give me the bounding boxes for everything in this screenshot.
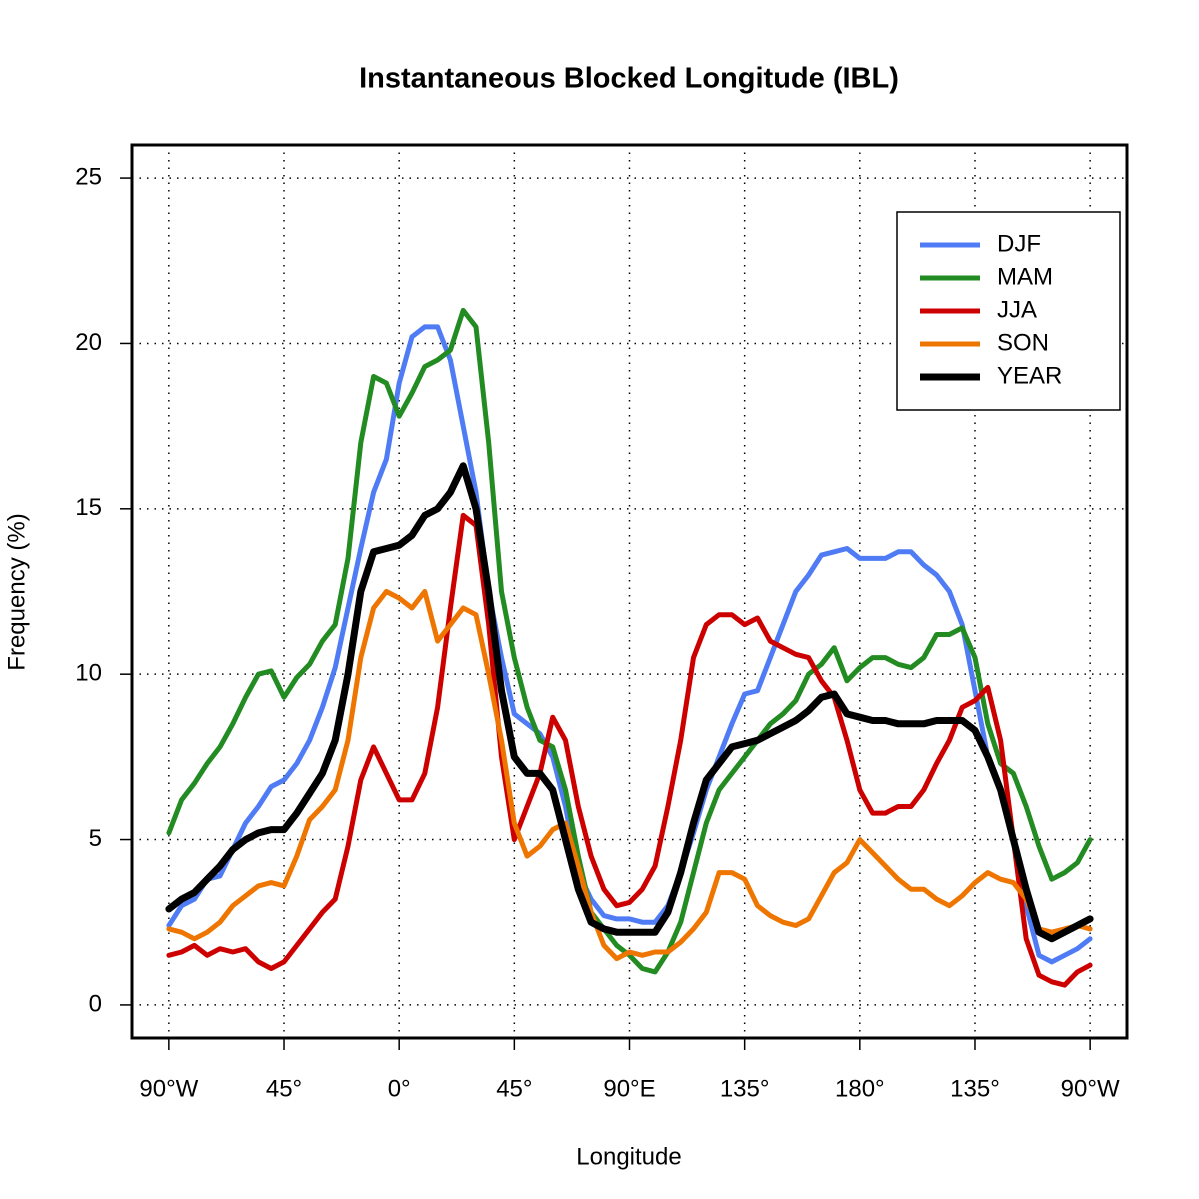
- chart-title: Instantaneous Blocked Longitude (IBL): [359, 63, 899, 95]
- y-axis-label: Frequency (%): [3, 513, 30, 670]
- legend-label: JJA: [997, 296, 1037, 323]
- series-line: [166, 512, 1093, 988]
- series-line: [166, 324, 1093, 965]
- y-tick-label: 25: [75, 163, 102, 190]
- x-tick-label: 0°: [388, 1075, 411, 1102]
- x-tick-label: 90°E: [603, 1075, 655, 1102]
- x-tick-label: 135°: [720, 1075, 770, 1102]
- y-tick-label: 5: [89, 825, 102, 852]
- y-tick-label: 20: [75, 329, 102, 356]
- x-tick-label: 45°: [266, 1075, 302, 1102]
- x-tick-label: 90°W: [1061, 1075, 1120, 1102]
- plot-frame: [130, 143, 1129, 1040]
- x-tick-label: 45°: [496, 1075, 532, 1102]
- x-tick-label: 90°W: [139, 1075, 198, 1102]
- series-line: [166, 589, 1093, 962]
- y-tick-label: 10: [75, 660, 102, 687]
- legend-label: SON: [997, 329, 1049, 356]
- legend-label: MAM: [997, 263, 1053, 290]
- legend-label: YEAR: [997, 362, 1062, 389]
- legend-label: DJF: [997, 230, 1041, 257]
- y-tick-label: 0: [89, 990, 102, 1017]
- x-tick-label: 135°: [950, 1075, 1000, 1102]
- x-axis-label: Longitude: [576, 1143, 681, 1170]
- x-tick-label: 180°: [835, 1075, 885, 1102]
- series-line: [165, 462, 1094, 943]
- series-line: [166, 307, 1093, 975]
- legend: DJF MAM JJA SON YEAR: [896, 211, 1121, 411]
- y-tick-label: 15: [75, 494, 102, 521]
